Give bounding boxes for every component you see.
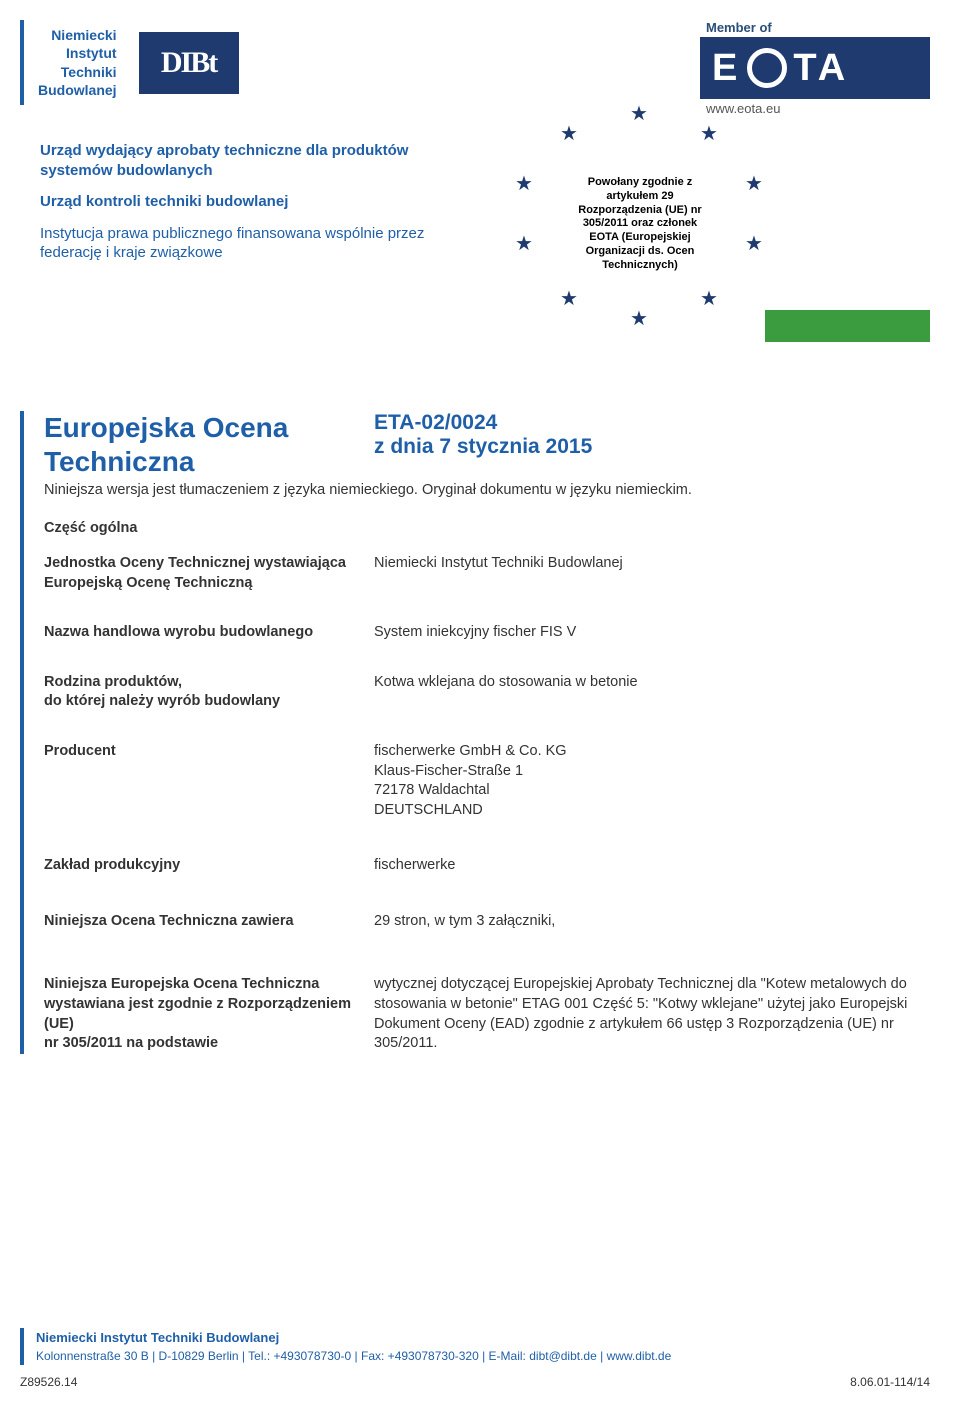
info-row: Producent fischerwerke GmbH & Co. KG Kla… [44, 742, 930, 820]
dibt-logo: DIBt [139, 32, 239, 94]
info-value: System iniekcyjny fischer FIS V [374, 623, 930, 643]
star-icon: ★ [630, 101, 648, 126]
page-footer: Niemiecki Instytut Techniki Budowlanej K… [20, 1328, 930, 1390]
star-icon: ★ [515, 171, 533, 196]
star-icon: ★ [515, 231, 533, 256]
header-left: Niemiecki Instytut Techniki Budowlanej D… [20, 20, 239, 105]
info-label: Niniejsza Europejska Ocena Techniczna wy… [44, 975, 374, 1053]
member-of-label: Member of [706, 20, 930, 35]
translation-note: Niniejsza wersja jest tłumaczeniem z jęz… [44, 482, 930, 498]
info-row: Zakład produkcyjny fischerwerke [44, 856, 930, 876]
document-title: Europejska Ocena Techniczna [44, 411, 374, 478]
info-label: Nazwa handlowa wyrobu budowlanego [44, 623, 374, 643]
vertical-bar [20, 20, 24, 105]
info-value: fischerwerke GmbH & Co. KG Klaus-Fischer… [374, 742, 930, 820]
authority-line1: Urząd wydający aprobaty techniczne dla p… [40, 141, 480, 180]
org-line: Techniki [38, 63, 117, 81]
info-value: fischerwerke [374, 856, 930, 876]
footer-codes: Z89526.14 8.06.01-114/14 [20, 1375, 930, 1389]
star-icon: ★ [560, 121, 578, 146]
footer-title: Niemiecki Instytut Techniki Budowlanej [36, 1328, 930, 1348]
dibt-logo-text: DIBt [161, 46, 216, 80]
eota-url: www.eota.eu [706, 101, 930, 116]
info-row: Niniejsza Ocena Techniczna zawiera 29 st… [44, 912, 930, 932]
eota-logo: E TA [700, 37, 930, 99]
star-icon: ★ [700, 286, 718, 311]
info-row: Niniejsza Europejska Ocena Techniczna wy… [44, 975, 930, 1053]
note-line: artykułem 29 [606, 190, 673, 202]
info-value: Kotwa wklejana do stosowania w betonie [374, 673, 930, 712]
info-label: Producent [44, 742, 374, 820]
authority-text: Urząd wydający aprobaty techniczne dla p… [40, 141, 480, 267]
info-label: Niniejsza Ocena Techniczna zawiera [44, 912, 374, 932]
document-body: Europejska Ocena Techniczna ETA-02/0024 … [20, 411, 930, 1054]
info-label: Jednostka Oceny Technicznej wystawiająca… [44, 554, 374, 593]
footer-address: Kolonnenstraße 30 B | D-10829 Berlin | T… [36, 1347, 930, 1365]
star-icon: ★ [745, 231, 763, 256]
note-line: EOTA (Europejskiej [589, 231, 690, 243]
info-label: Rodzina produktów, do której należy wyró… [44, 673, 374, 712]
note-line: Technicznych) [602, 259, 678, 271]
note-line: Organizacji ds. Ocen [586, 245, 695, 257]
info-value: Niemiecki Instytut Techniki Budowlanej [374, 554, 930, 593]
title-row: Europejska Ocena Techniczna ETA-02/0024 … [44, 411, 930, 478]
authority-line3: Instytucja prawa publicznego finansowana… [40, 224, 480, 263]
info-row: Nazwa handlowa wyrobu budowlanego System… [44, 623, 930, 643]
info-label: Zakład produkcyjny [44, 856, 374, 876]
star-icon: ★ [700, 121, 718, 146]
eota-left: E [712, 47, 741, 90]
footer-left-code: Z89526.14 [20, 1375, 77, 1389]
eta-code: ETA-02/0024 [374, 411, 592, 435]
org-name: Niemiecki Instytut Techniki Budowlanej [38, 26, 117, 99]
star-icon: ★ [745, 171, 763, 196]
star-icon: ★ [560, 286, 578, 311]
page-header: Niemiecki Instytut Techniki Budowlanej D… [0, 0, 960, 116]
org-line: Niemiecki [38, 26, 117, 44]
authority-line2: Urząd kontroli techniki budowlanej [40, 192, 480, 212]
green-box [765, 310, 930, 342]
eota-circle-icon [747, 48, 787, 88]
section-heading: Część ogólna [44, 520, 930, 536]
star-icon: ★ [630, 306, 648, 331]
eota-block: Member of E TA www.eota.eu [700, 20, 930, 116]
info-row: Rodzina produktów, do której należy wyró… [44, 673, 930, 712]
info-row: Jednostka Oceny Technicznej wystawiająca… [44, 554, 930, 593]
footer-address-block: Niemiecki Instytut Techniki Budowlanej K… [20, 1328, 930, 1366]
footer-right-code: 8.06.01-114/14 [850, 1375, 930, 1389]
info-value: wytycznej dotyczącej Europejskiej Aproba… [374, 975, 930, 1053]
designation-note: Powołany zgodnie z artykułem 29 Rozporzą… [550, 176, 730, 272]
note-line: Powołany zgodnie z [588, 176, 693, 188]
info-value: 29 stron, w tym 3 załączniki, [374, 912, 930, 932]
note-line: 305/2011 oraz członek [583, 217, 697, 229]
stars-circle: ★ ★ ★ ★ ★ ★ ★ ★ ★ ★ Powołany zgodnie z a… [500, 141, 780, 361]
org-line: Instytut [38, 44, 117, 62]
title-meta: ETA-02/0024 z dnia 7 stycznia 2015 [374, 411, 592, 459]
eta-date: z dnia 7 stycznia 2015 [374, 435, 592, 459]
org-line: Budowlanej [38, 81, 117, 99]
note-line: Rozporządzenia (UE) nr [578, 204, 701, 216]
eota-right: TA [793, 47, 849, 90]
